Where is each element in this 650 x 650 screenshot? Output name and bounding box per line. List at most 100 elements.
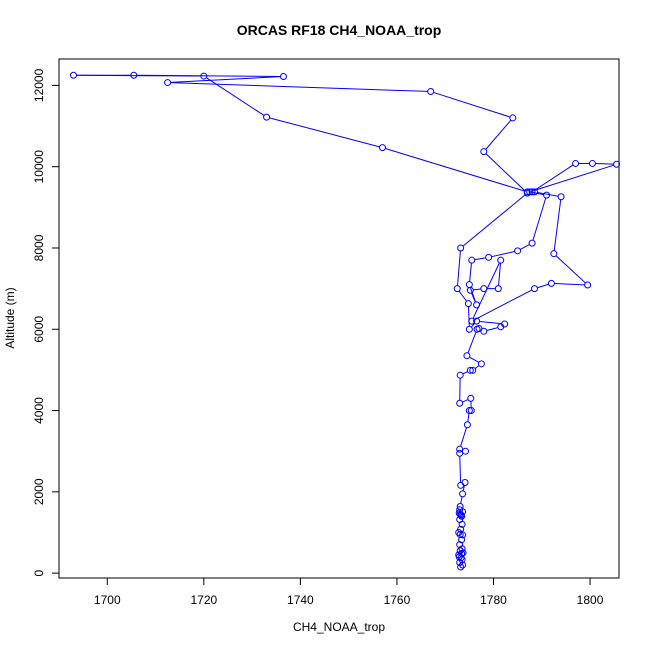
- x-tick-label: 1720: [190, 593, 217, 607]
- series-line-segment: [520, 244, 530, 250]
- y-tick-label: 10000: [32, 150, 46, 184]
- series-line-segment: [554, 282, 585, 286]
- data-point: [531, 188, 539, 196]
- data-point: [456, 506, 464, 514]
- data-point: [467, 407, 475, 415]
- series-line-segment: [467, 331, 477, 354]
- data-point: [463, 421, 471, 429]
- data-point: [526, 188, 534, 196]
- series-line-segment: [460, 496, 463, 504]
- data-point: [494, 285, 502, 293]
- series-line-segment: [486, 327, 498, 332]
- data-point: [465, 407, 473, 415]
- data-point: [473, 301, 481, 309]
- data-point: [461, 447, 469, 455]
- data-point: [466, 286, 474, 294]
- data-point: [461, 478, 469, 486]
- data-point: [477, 360, 485, 368]
- series-line-segment: [479, 320, 502, 325]
- data-point: [464, 300, 472, 308]
- series-line-segment: [555, 255, 586, 284]
- chart-title: ORCAS RF18 CH4_NOAA_trop: [237, 22, 442, 38]
- data-point: [480, 327, 488, 335]
- series-line-segment: [467, 413, 470, 422]
- data-point: [480, 148, 488, 156]
- data-point: [588, 159, 596, 167]
- series-line-segment: [532, 164, 614, 192]
- data-point: [457, 525, 465, 533]
- y-tick-label: 12000: [32, 68, 46, 102]
- series-line-segment: [462, 371, 468, 375]
- data-point: [613, 160, 621, 168]
- data-point: [465, 281, 473, 289]
- series-line-segment: [458, 290, 467, 302]
- series-line-segment: [471, 292, 476, 303]
- data-point: [456, 502, 464, 510]
- series-line-segment: [385, 147, 525, 192]
- y-axis-label: Altitude (m): [3, 287, 17, 348]
- series-line-segment: [474, 257, 486, 261]
- series-line-segment: [170, 82, 428, 92]
- data-point: [456, 531, 464, 539]
- series-line-segment: [469, 356, 480, 363]
- data-point: [465, 325, 473, 333]
- series-line-segment: [474, 365, 480, 369]
- series-line-segment: [470, 323, 475, 328]
- series-line-segment: [462, 399, 469, 403]
- data-point: [480, 285, 488, 293]
- y-tick-label: 4000: [32, 397, 46, 424]
- data-point: [453, 285, 461, 293]
- data-point: [457, 554, 465, 562]
- series-line-segment: [537, 191, 559, 197]
- x-tick-label: 1700: [94, 593, 121, 607]
- data-point: [584, 281, 592, 289]
- series-line-segment: [498, 263, 501, 286]
- y-tick-label: 8000: [32, 234, 46, 261]
- plot-frame: [58, 58, 620, 579]
- data-point: [69, 71, 77, 79]
- data-point: [550, 250, 558, 258]
- data-point: [572, 159, 580, 167]
- data-point: [469, 366, 477, 374]
- data-point: [497, 256, 505, 264]
- data-point: [427, 88, 435, 96]
- y-tick-label: 2000: [32, 478, 46, 505]
- data-point: [456, 445, 464, 453]
- series-line-segment: [469, 263, 472, 282]
- series-line-segment: [462, 194, 526, 247]
- data-point: [457, 481, 465, 489]
- data-point: [456, 371, 464, 379]
- series-layer: [69, 71, 621, 571]
- x-tick-label: 1780: [480, 593, 507, 607]
- series-line-segment: [206, 77, 265, 116]
- data-point: [466, 366, 474, 374]
- data-point: [531, 285, 539, 293]
- data-point: [528, 239, 536, 247]
- series-line-segment: [460, 427, 467, 447]
- series-line-segment: [459, 456, 462, 483]
- series-line-segment: [433, 91, 511, 118]
- data-point: [457, 244, 465, 252]
- x-axis-label: CH4_NOAA_trop: [293, 620, 385, 634]
- series-line-segment: [462, 485, 465, 492]
- x-tick-label: 1800: [577, 593, 604, 607]
- y-tick-label: 0: [32, 569, 46, 576]
- data-point: [378, 144, 386, 152]
- data-point: [473, 317, 481, 325]
- series-line-segment: [76, 74, 201, 77]
- data-point: [485, 253, 493, 261]
- series-line-segment: [269, 117, 380, 148]
- series-line-segment: [534, 164, 574, 191]
- data-point: [528, 188, 536, 196]
- data-point: [279, 72, 287, 80]
- x-tick-label: 1760: [384, 593, 411, 607]
- data-point: [557, 193, 565, 201]
- data-point: [547, 279, 555, 287]
- x-tick-label: 1740: [287, 593, 314, 607]
- data-point: [130, 71, 138, 79]
- series-line-segment: [457, 250, 461, 286]
- series-line-segment: [170, 76, 281, 83]
- data-point: [463, 352, 471, 360]
- data-point: [200, 72, 208, 80]
